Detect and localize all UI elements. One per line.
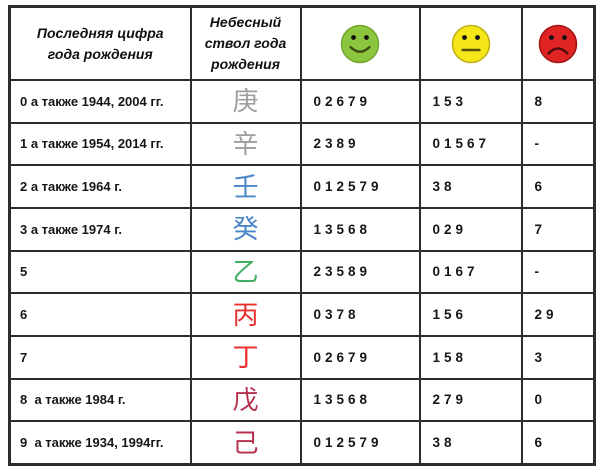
heavenly-stems-table: Последняя цифра года рождения Небесный с…	[8, 5, 596, 466]
unfavorable-digits-cell: 6	[520, 420, 596, 466]
year-cell: 7	[8, 334, 192, 380]
favorable-digits-cell: 012579	[299, 164, 421, 209]
header-row: Последняя цифра года рождения Небесный с…	[8, 5, 596, 81]
year-cell: 6	[8, 292, 192, 337]
unfavorable-digits-cell: 7	[520, 206, 596, 252]
header-favorable	[299, 5, 421, 81]
year-cell: 3 а также 1974 г.	[8, 206, 192, 252]
neutral-digits-cell: 01567	[418, 121, 523, 167]
table-row: 0 а также 1944, 2004 гг. 庚 02679 153 8	[8, 79, 596, 124]
header-heavenly-stem: Небесный ствол года рождения	[189, 5, 302, 81]
table-row: 9 а также 1934, 1994гг. 己 012579 38 6	[8, 420, 596, 466]
table-row: 1 а также 1954, 2014 гг. 辛 2389 01567-	[8, 121, 596, 167]
unfavorable-digits-cell: 3	[520, 334, 596, 380]
unfavorable-digits-cell: 0	[520, 377, 596, 423]
favorable-digits-cell: 02679	[299, 79, 421, 124]
header-unfavorable	[520, 5, 596, 81]
unfavorable-digits-cell: 8	[520, 79, 596, 124]
neutral-digits-cell: 158	[418, 334, 523, 380]
neutral-digits-cell: 029	[418, 206, 523, 252]
table-row: 8 а также 1984 г. 戊 13568 279 0	[8, 377, 596, 423]
table-body: 0 а также 1944, 2004 гг. 庚 02679 153 8 1 а та…	[8, 79, 596, 466]
favorable-digits-cell: 02679	[299, 334, 421, 380]
heavenly-stem-cell: 丁	[189, 334, 302, 380]
table-row: 5 乙 23589 0167-	[8, 249, 596, 295]
table-row: 6 丙 0378 156 29	[8, 292, 596, 337]
neutral-digits-cell: 279	[418, 377, 523, 423]
neutral-face-icon	[451, 24, 490, 63]
heavenly-stem-cell: 己	[189, 420, 302, 466]
heavenly-stem-cell: 癸	[189, 206, 302, 252]
year-cell: 8 а также 1984 г.	[8, 377, 192, 423]
neutral-digits-cell: 153	[418, 79, 523, 124]
table-row: 3 а также 1974 г. 癸 13568 029 7	[8, 206, 596, 252]
favorable-digits-cell: 012579	[299, 420, 421, 466]
happy-face-icon	[340, 24, 380, 63]
table-row: 7 丁 02679 158 3	[8, 334, 596, 380]
unfavorable-digits-cell: 29	[520, 292, 596, 337]
heavenly-stem-cell: 丙	[189, 292, 302, 337]
favorable-digits-cell: 2389	[299, 121, 421, 167]
neutral-digits-cell: 38	[418, 420, 523, 466]
favorable-digits-cell: 23589	[299, 249, 421, 295]
unfavorable-digits-cell: 6	[520, 164, 596, 209]
header-neutral	[418, 5, 523, 81]
year-cell: 5	[8, 249, 192, 295]
neutral-digits-cell: 156	[418, 292, 523, 337]
header-last-digit: Последняя цифра года рождения	[8, 5, 192, 81]
heavenly-stem-cell: 壬	[189, 164, 302, 209]
unfavorable-digits-cell: -	[520, 249, 596, 295]
table-row: 2 а также 1964 г. 壬 012579 38 6	[8, 164, 596, 209]
year-cell: 0 а также 1944, 2004 гг.	[8, 79, 192, 124]
favorable-digits-cell: 0378	[299, 292, 421, 337]
neutral-digits-cell: 38	[418, 164, 523, 209]
heavenly-stem-cell: 辛	[189, 121, 302, 167]
favorable-digits-cell: 13568	[299, 377, 421, 423]
favorable-digits-cell: 13568	[299, 206, 421, 252]
year-cell: 9 а также 1934, 1994гг.	[8, 420, 192, 466]
heavenly-stem-cell: 戊	[189, 377, 302, 423]
neutral-digits-cell: 0167	[418, 249, 523, 295]
year-cell: 2 а также 1964 г.	[8, 164, 192, 209]
heavenly-stem-cell: 乙	[189, 249, 302, 295]
sad-face-icon	[538, 24, 578, 63]
unfavorable-digits-cell: -	[520, 121, 596, 167]
heavenly-stem-cell: 庚	[189, 79, 302, 124]
year-cell: 1 а также 1954, 2014 гг.	[8, 121, 192, 167]
